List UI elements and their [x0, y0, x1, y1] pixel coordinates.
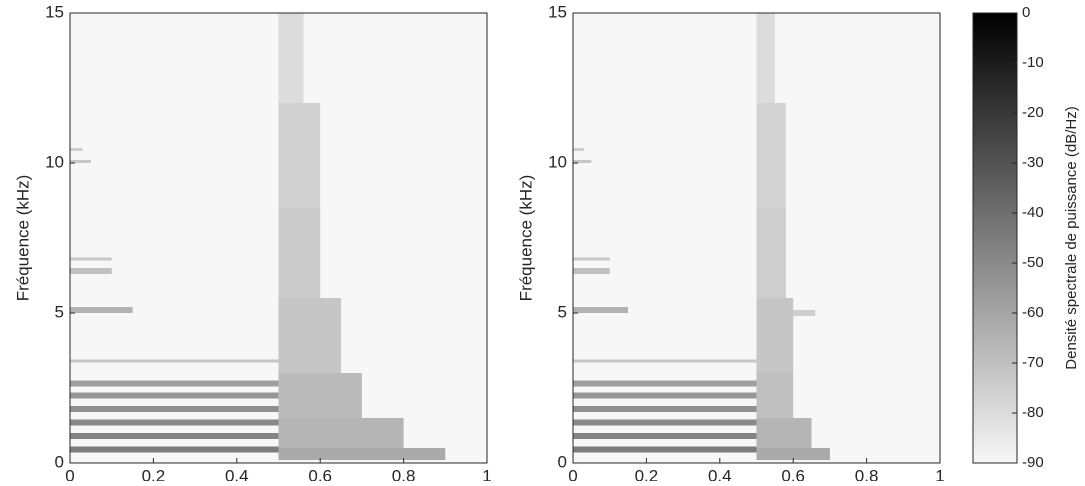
colorbar-tick-label: -10: [1022, 54, 1044, 71]
spectral-cell: [573, 392, 757, 399]
y-axis-label: Fréquence (kHz): [516, 175, 535, 302]
y-axis-label: Fréquence (kHz): [13, 175, 32, 302]
spectral-cell: [278, 373, 362, 418]
spectral-cell: [278, 448, 446, 460]
spectral-cell: [573, 257, 610, 261]
colorbar-tick-label: 0: [1022, 4, 1030, 21]
spectral-cell: [278, 103, 321, 208]
colorbar-tick-label: -30: [1022, 154, 1044, 171]
spectral-cell: [70, 359, 279, 363]
spectral-cell: [278, 13, 304, 103]
y-tick-label: 10: [45, 152, 64, 171]
spectral-cell: [573, 406, 757, 412]
spectral-cell: [756, 208, 786, 298]
plot-frame: [572, 12, 941, 464]
x-tick-label: 0.4: [708, 466, 732, 481]
colorbar-tick-label: -60: [1022, 304, 1044, 321]
spectral-cell: [70, 433, 279, 439]
y-tick-label: 15: [45, 2, 64, 21]
spectral-cell: [278, 418, 404, 448]
spectral-cell: [70, 148, 83, 151]
y-tick-label: 5: [55, 302, 64, 321]
spectral-cell: [573, 268, 610, 274]
x-tick-label: 0.2: [635, 466, 659, 481]
spectral-cell: [573, 419, 757, 426]
colorbar-tick-label: -40: [1022, 204, 1044, 221]
colorbar-tick-label: -90: [1022, 454, 1044, 471]
x-tick-label: 0.8: [855, 466, 879, 481]
spectral-cell: [70, 392, 279, 399]
spectral-cell: [70, 380, 279, 387]
x-tick-label: 0.8: [392, 466, 416, 481]
spectral-cell: [756, 13, 775, 103]
colorbar-tick-label: -20: [1022, 104, 1044, 121]
x-tick-label: 1: [935, 466, 944, 481]
colorbar-tick-label: -70: [1022, 354, 1044, 371]
spectral-cell: [573, 148, 585, 151]
spectral-cell: [278, 208, 321, 298]
spectral-cell: [573, 433, 757, 439]
spectral-cell: [70, 406, 279, 412]
colorbar-gradient: [972, 12, 1018, 464]
spectral-cell: [70, 160, 91, 163]
x-tick-label: 1: [482, 466, 491, 481]
colorbar: 0 -10 -20 -30 -40 -50 -60 -70 -80 -90 Densité spec…: [972, 4, 1080, 471]
y-tick-label: 0: [55, 452, 64, 471]
spectral-cell: [573, 446, 757, 453]
y-tick-label: 5: [558, 302, 567, 321]
x-tick-label: 0.2: [142, 466, 166, 481]
spectral-cell: [70, 419, 279, 426]
spectral-cell: [278, 298, 342, 373]
spectral-cell: [756, 298, 794, 373]
spectral-cell: [70, 268, 112, 274]
colorbar-tick-label: -80: [1022, 404, 1044, 421]
colorbar-tick-label: -50: [1022, 254, 1044, 271]
x-tick-label: 0: [65, 466, 74, 481]
y-tick-label: 0: [558, 452, 567, 471]
x-tick-label: 0: [568, 466, 577, 481]
plot-frame: [69, 12, 488, 464]
spectral-cell: [793, 310, 816, 316]
spectral-cell: [756, 448, 830, 460]
spectral-cell: [70, 257, 112, 261]
x-tick-label: 0.4: [225, 466, 249, 481]
spectral-cell: [573, 359, 757, 363]
spectral-cell: [573, 380, 757, 387]
spectral-cell: [573, 307, 629, 313]
spectral-cell: [756, 103, 786, 208]
y-tick-label: 10: [548, 152, 567, 171]
spectral-cell: [70, 446, 279, 453]
spectral-cell: [756, 373, 794, 418]
spectral-cell: [573, 160, 592, 163]
spectral-cell: [70, 307, 133, 313]
x-tick-label: 0.6: [308, 466, 332, 481]
y-tick-label: 15: [548, 2, 567, 21]
x-tick-label: 0.6: [781, 466, 805, 481]
colorbar-label: Densité spectrale de puissance (dB/Hz): [1063, 106, 1080, 369]
spectral-cell: [756, 418, 812, 448]
